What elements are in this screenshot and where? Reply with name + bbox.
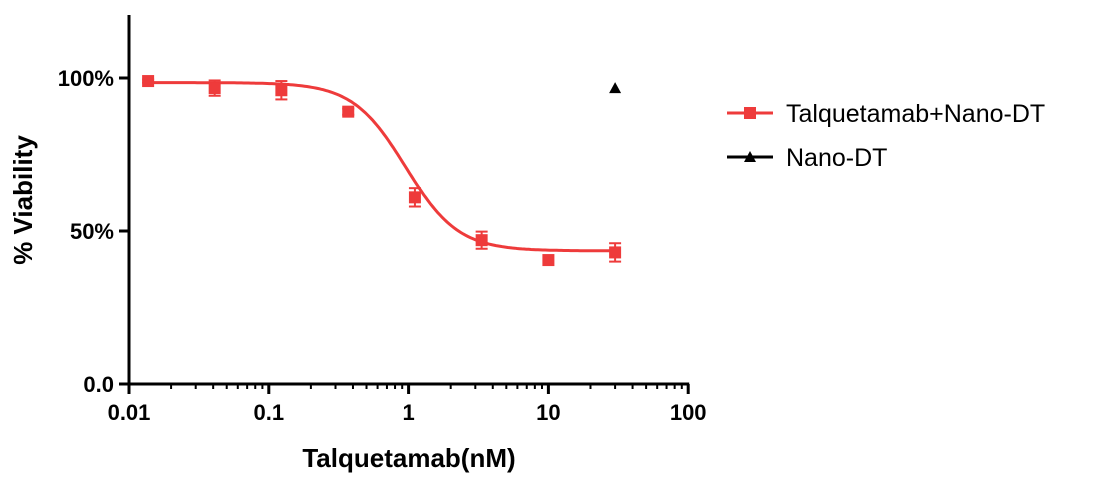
data-point: [275, 84, 288, 97]
x-tick-label: 0.1: [254, 400, 285, 425]
x-tick-label: 100: [670, 400, 707, 425]
data-point: [475, 234, 488, 247]
legend: Talquetamab+Nano-DT Nano-DT: [727, 100, 1045, 172]
legend-marker: [744, 151, 756, 162]
data-point: [342, 105, 355, 118]
legend-label: Talquetamab+Nano-DT: [786, 100, 1045, 128]
data-marks: [142, 75, 622, 267]
data-point: [609, 82, 622, 94]
x-tick-label: 1: [402, 400, 414, 425]
data-point: [408, 191, 421, 204]
x-tick-label: 0.01: [108, 400, 151, 425]
y-tick-label: 50%: [70, 219, 114, 244]
axes: 0.0 50% 100% 0.01 0.1 1 10 100: [58, 15, 707, 425]
data-point: [542, 254, 555, 267]
y-tick-label: 100%: [58, 66, 114, 91]
data-point: [142, 75, 155, 88]
data-point: [609, 246, 622, 259]
fit-curve: [148, 81, 616, 253]
legend-marker: [744, 107, 756, 119]
x-tick-label: 10: [536, 400, 560, 425]
legend-label: Nano-DT: [786, 144, 887, 172]
x-axis-label: Talquetamab(nM): [302, 443, 515, 473]
data-point: [208, 82, 221, 95]
y-tick-label: 0.0: [83, 372, 114, 397]
y-axis-label: % Viability: [8, 135, 38, 265]
